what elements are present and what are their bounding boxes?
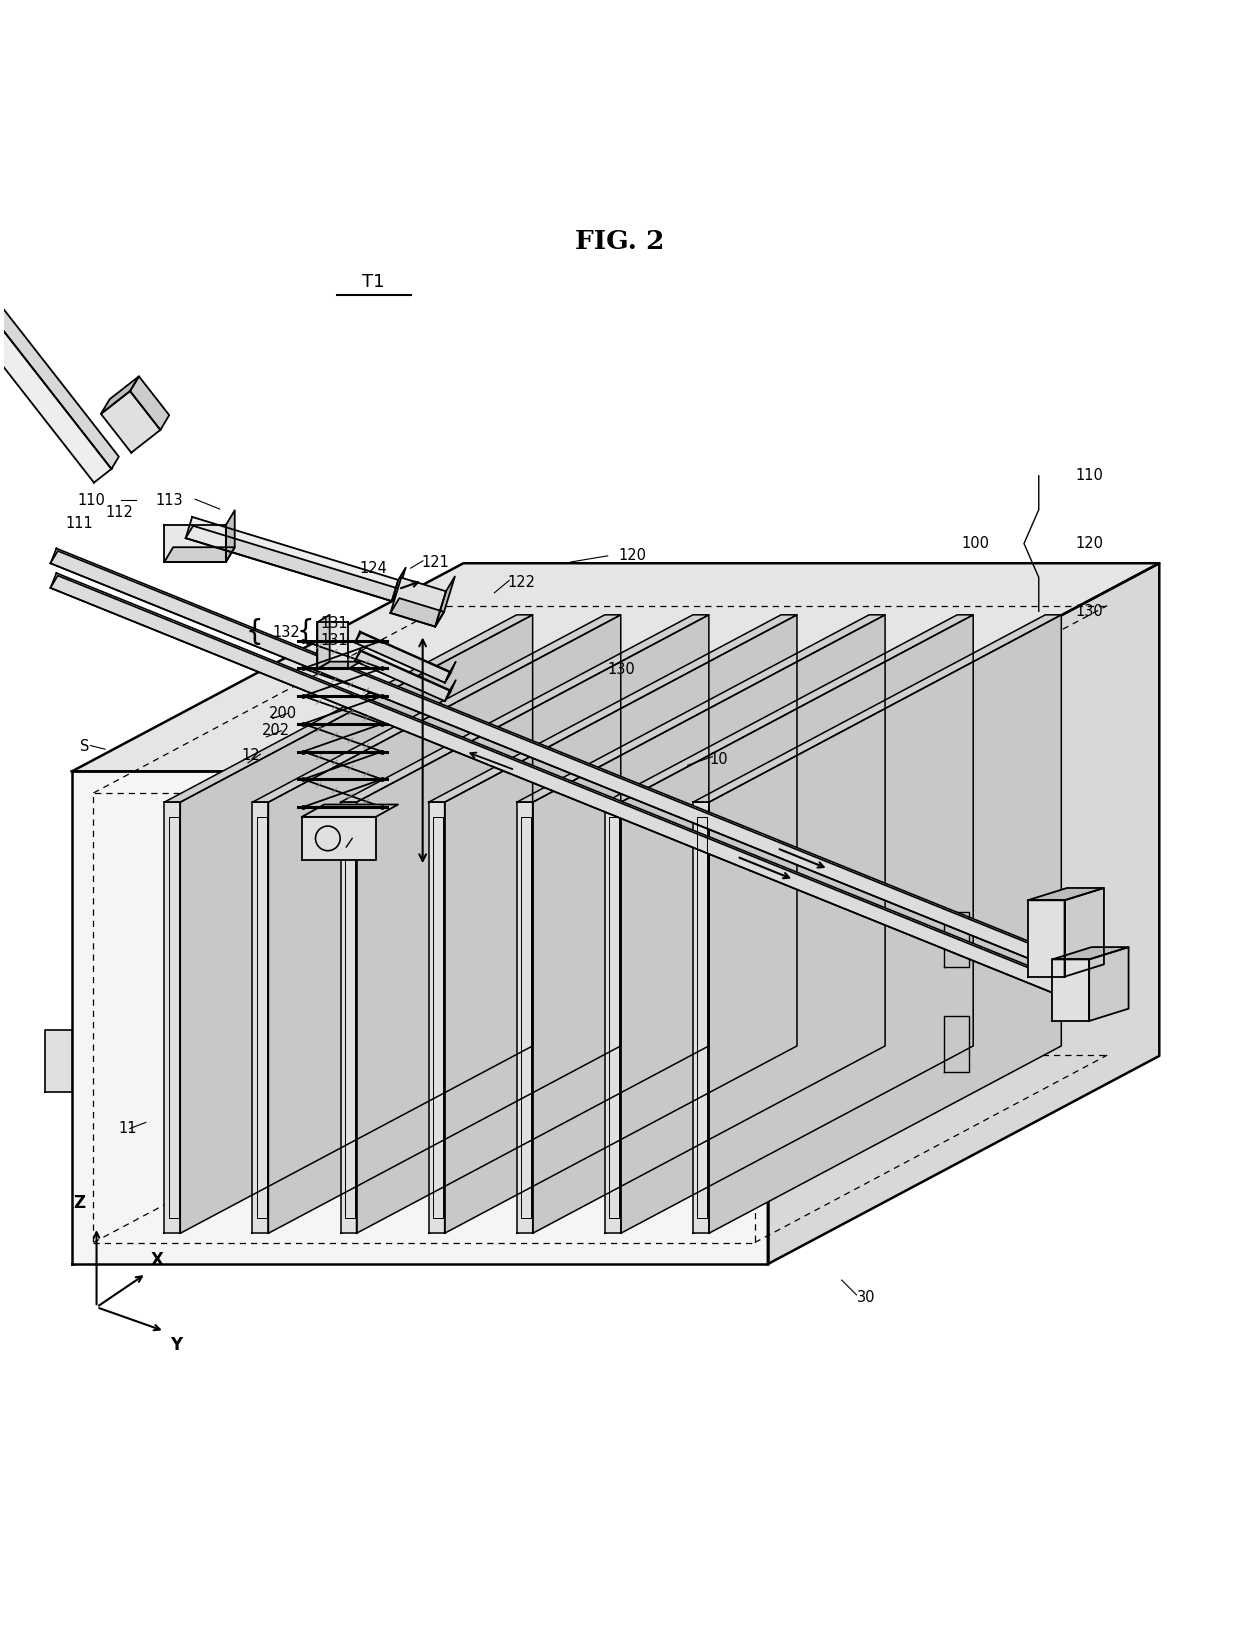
Polygon shape	[709, 614, 1061, 1233]
Polygon shape	[1028, 901, 1064, 977]
Polygon shape	[180, 614, 533, 1233]
Text: S: S	[79, 740, 89, 754]
Polygon shape	[51, 549, 1061, 969]
Polygon shape	[0, 319, 112, 482]
Text: Y: Y	[170, 1336, 182, 1354]
Polygon shape	[51, 573, 1061, 994]
Polygon shape	[164, 525, 226, 562]
Polygon shape	[1064, 888, 1104, 977]
Polygon shape	[1089, 946, 1128, 1021]
Text: 200: 200	[269, 705, 298, 722]
Polygon shape	[226, 510, 234, 562]
Text: 132: 132	[273, 624, 300, 640]
Polygon shape	[1055, 966, 1069, 994]
Polygon shape	[355, 632, 450, 683]
Polygon shape	[0, 306, 119, 469]
Polygon shape	[164, 614, 533, 801]
Polygon shape	[186, 526, 399, 601]
Polygon shape	[317, 661, 361, 670]
Text: 30: 30	[857, 1290, 875, 1305]
Polygon shape	[45, 1030, 72, 1091]
Polygon shape	[429, 801, 445, 1233]
Text: 112: 112	[105, 505, 134, 520]
Polygon shape	[51, 575, 1063, 994]
Polygon shape	[605, 801, 621, 1233]
Polygon shape	[1053, 946, 1128, 959]
Polygon shape	[355, 650, 450, 700]
Text: {: {	[296, 619, 315, 647]
Polygon shape	[186, 516, 398, 601]
Polygon shape	[72, 772, 768, 1264]
Text: 130: 130	[1076, 604, 1104, 619]
Polygon shape	[517, 614, 885, 801]
Polygon shape	[693, 614, 1061, 801]
Polygon shape	[605, 614, 973, 801]
Polygon shape	[341, 801, 357, 1233]
Polygon shape	[429, 614, 797, 801]
Polygon shape	[51, 551, 1063, 969]
Polygon shape	[164, 547, 234, 562]
Text: 10: 10	[709, 751, 728, 767]
Polygon shape	[1028, 888, 1104, 901]
Text: 130: 130	[608, 661, 635, 676]
Text: 110: 110	[1076, 468, 1104, 484]
Polygon shape	[164, 801, 180, 1233]
Polygon shape	[303, 805, 398, 816]
Polygon shape	[268, 614, 621, 1233]
Polygon shape	[391, 598, 444, 627]
Text: 113: 113	[155, 494, 182, 508]
Polygon shape	[72, 564, 1159, 772]
Polygon shape	[341, 614, 709, 801]
Polygon shape	[1053, 959, 1089, 1021]
Text: 100: 100	[961, 536, 990, 551]
Text: 120: 120	[619, 549, 646, 564]
Polygon shape	[445, 661, 456, 683]
Text: 131: 131	[320, 634, 348, 648]
Text: {: {	[246, 619, 263, 647]
Text: 124: 124	[360, 560, 388, 575]
Polygon shape	[517, 801, 533, 1233]
Text: X: X	[151, 1251, 164, 1269]
Text: 131: 131	[320, 616, 348, 630]
Polygon shape	[693, 801, 709, 1233]
Text: 111: 111	[64, 516, 93, 531]
Text: 121: 121	[422, 554, 449, 570]
Polygon shape	[100, 391, 160, 453]
Text: 202: 202	[262, 723, 290, 738]
Polygon shape	[0, 306, 1, 332]
Polygon shape	[317, 622, 348, 670]
Polygon shape	[435, 577, 455, 627]
Polygon shape	[130, 376, 169, 430]
Polygon shape	[445, 614, 797, 1233]
Polygon shape	[392, 567, 405, 601]
Polygon shape	[768, 564, 1159, 1264]
Text: 122: 122	[507, 575, 536, 590]
Polygon shape	[303, 816, 376, 860]
Text: T1: T1	[362, 272, 384, 290]
Text: 120: 120	[1076, 536, 1104, 551]
Text: 12: 12	[242, 748, 260, 762]
Polygon shape	[621, 614, 973, 1233]
Polygon shape	[355, 652, 451, 700]
Polygon shape	[253, 801, 268, 1233]
Polygon shape	[533, 614, 885, 1233]
Polygon shape	[357, 614, 709, 1233]
Polygon shape	[355, 632, 451, 683]
Text: 110: 110	[77, 494, 105, 508]
Polygon shape	[944, 1016, 968, 1072]
Polygon shape	[445, 679, 456, 700]
Polygon shape	[100, 376, 139, 414]
Text: Z: Z	[73, 1194, 86, 1212]
Text: 11: 11	[118, 1121, 136, 1135]
Polygon shape	[391, 578, 446, 627]
Text: FIG. 2: FIG. 2	[575, 230, 665, 254]
Polygon shape	[944, 912, 968, 968]
Polygon shape	[1055, 942, 1069, 969]
Polygon shape	[317, 614, 330, 670]
Polygon shape	[253, 614, 621, 801]
